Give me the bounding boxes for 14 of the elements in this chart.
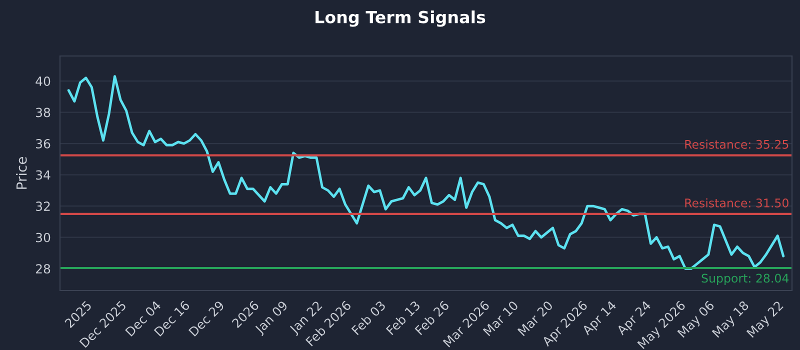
ref-line-label: Resistance: 31.50 [685,198,788,208]
y-tick-label: 36 [36,139,50,148]
x-tick-label: Feb 03 [351,300,386,336]
y-tick-label: 30 [36,232,50,242]
ref-line-label: Resistance: 35.25 [685,140,788,149]
ref-line-label: Support: 28.04 [702,274,789,285]
x-tick-label: Dec 29 [188,300,225,337]
y-tick-label: 28 [36,264,50,274]
y-tick-label: 34 [36,170,50,180]
y-tick-label: 32 [36,202,50,212]
chart-title: Long Term Signals [316,10,486,27]
y-tick-label: 38 [36,108,50,118]
y-tick-label: 40 [36,76,50,86]
y-axis-title: Price [16,157,27,189]
